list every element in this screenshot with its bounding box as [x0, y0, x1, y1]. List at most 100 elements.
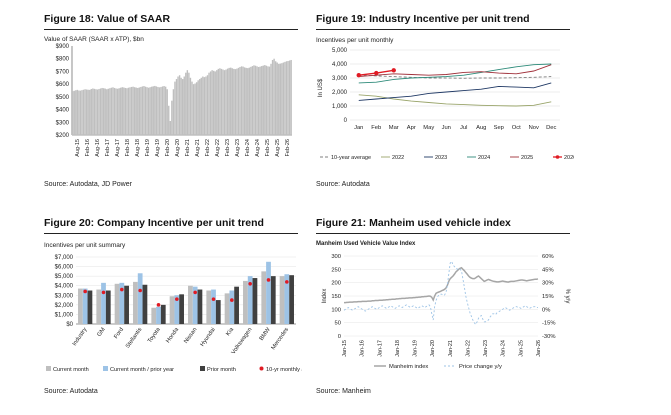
- bar: [192, 84, 195, 135]
- bar: [250, 66, 252, 135]
- chart-title: Value of SAAR (SAAR x ATP), $bn: [44, 36, 144, 43]
- bar: [137, 273, 143, 324]
- x-tick-label: May: [423, 125, 434, 131]
- bar: [120, 87, 122, 135]
- legend-label: Current month: [53, 367, 89, 373]
- bar: [188, 285, 193, 324]
- y-axis-label: In US$: [318, 78, 324, 97]
- bar: [101, 87, 103, 135]
- bar: [72, 91, 74, 135]
- bar: [178, 75, 181, 135]
- bar: [217, 68, 220, 135]
- fig18-title-rule: [44, 29, 298, 30]
- bar: [99, 88, 102, 135]
- bar: [141, 86, 144, 135]
- x-tick-label: Feb-22: [205, 139, 211, 156]
- legend-label: Manheim index: [389, 364, 428, 370]
- fig21-title: Figure 21: Manheim used vehicle index: [316, 217, 511, 229]
- bar: [126, 88, 128, 135]
- bar: [183, 76, 185, 135]
- x-tick-label: Ford: [113, 327, 125, 340]
- legend-swatch: [46, 366, 51, 371]
- bar: [133, 281, 138, 324]
- series-line: [358, 63, 552, 84]
- series-line: [358, 82, 552, 101]
- y2-tick-label: -15%: [542, 321, 556, 327]
- bar: [194, 83, 196, 135]
- y2-axis-label: % y/y: [564, 289, 570, 304]
- y-tick-label: 1,000: [332, 104, 348, 110]
- x-tick-label: Jan-19: [413, 340, 419, 357]
- x-tick-label: Feb-23: [225, 139, 231, 156]
- series-line: [343, 260, 538, 326]
- y-tick-label: 300: [331, 254, 341, 260]
- bar: [82, 89, 85, 135]
- bar: [262, 65, 264, 135]
- bar: [276, 62, 278, 135]
- bar: [197, 80, 199, 135]
- bar: [76, 89, 79, 135]
- y-tick-label: $5,000: [55, 274, 74, 280]
- bar: [98, 88, 100, 135]
- bar: [110, 87, 113, 135]
- bar: [154, 85, 156, 135]
- bar: [109, 88, 111, 135]
- series-line: [358, 64, 552, 78]
- series-line: [358, 74, 552, 79]
- x-tick-label: Feb-18: [125, 139, 131, 156]
- legend-label: Current month / prior year: [110, 367, 174, 373]
- bar: [243, 67, 246, 135]
- avg-marker: [248, 282, 252, 286]
- bar: [266, 261, 271, 324]
- x-tick-label: Aug-25: [275, 139, 281, 157]
- y2-tick-label: -30%: [542, 334, 556, 340]
- y-tick-label: 200: [331, 281, 341, 287]
- bar: [248, 67, 251, 135]
- bar: [219, 68, 221, 135]
- bar: [130, 86, 133, 135]
- x-tick-label: Jan-26: [536, 340, 542, 357]
- bar: [152, 86, 154, 135]
- bar: [224, 293, 230, 324]
- x-tick-label: Hyundai: [200, 327, 217, 348]
- avg-marker: [230, 298, 234, 302]
- y-tick-label: $7,000: [55, 255, 74, 261]
- x-tick-label: Dec: [546, 125, 556, 131]
- y-tick-label: 5,000: [332, 48, 348, 54]
- fig18-chart: Value of SAAR (SAAR x ATP), $bn $200 $300 $…: [44, 36, 292, 157]
- bar: [271, 59, 274, 135]
- bar: [274, 61, 277, 135]
- bar: [202, 76, 204, 135]
- bar: [168, 105, 170, 135]
- bar: [166, 89, 168, 135]
- fig20-source: Source: Autodata: [44, 388, 98, 395]
- y-tick-label: 3,000: [332, 76, 348, 82]
- legend-label: 10-year average: [331, 155, 371, 161]
- bar: [256, 66, 258, 135]
- bar: [225, 69, 227, 135]
- x-tick-label: Jan-18: [395, 340, 401, 357]
- legend-marker: [555, 155, 560, 159]
- bar: [199, 79, 201, 135]
- x-tick-label: Aug-21: [195, 139, 201, 157]
- bar: [118, 88, 120, 135]
- avg-marker: [175, 297, 179, 301]
- bar: [289, 275, 294, 324]
- bar: [133, 87, 136, 135]
- x-tick-label: Aug-20: [175, 139, 181, 157]
- bar: [105, 290, 111, 324]
- x-tick-label: Apr: [407, 125, 416, 131]
- data-point: [374, 70, 379, 76]
- avg-marker: [266, 278, 271, 282]
- x-tick-label: Jan-23: [483, 340, 489, 357]
- bar: [203, 77, 206, 135]
- x-tick-label: Aug-22: [215, 139, 221, 157]
- x-tick-label: Jul: [460, 125, 467, 131]
- bar: [273, 58, 275, 135]
- bar: [243, 280, 248, 324]
- x-tick-label: Aug-18: [135, 139, 141, 157]
- bar: [237, 67, 240, 135]
- chart-title: Incentives per unit monthly: [316, 37, 394, 44]
- bar: [191, 81, 193, 135]
- legend-label: 2023: [435, 155, 447, 161]
